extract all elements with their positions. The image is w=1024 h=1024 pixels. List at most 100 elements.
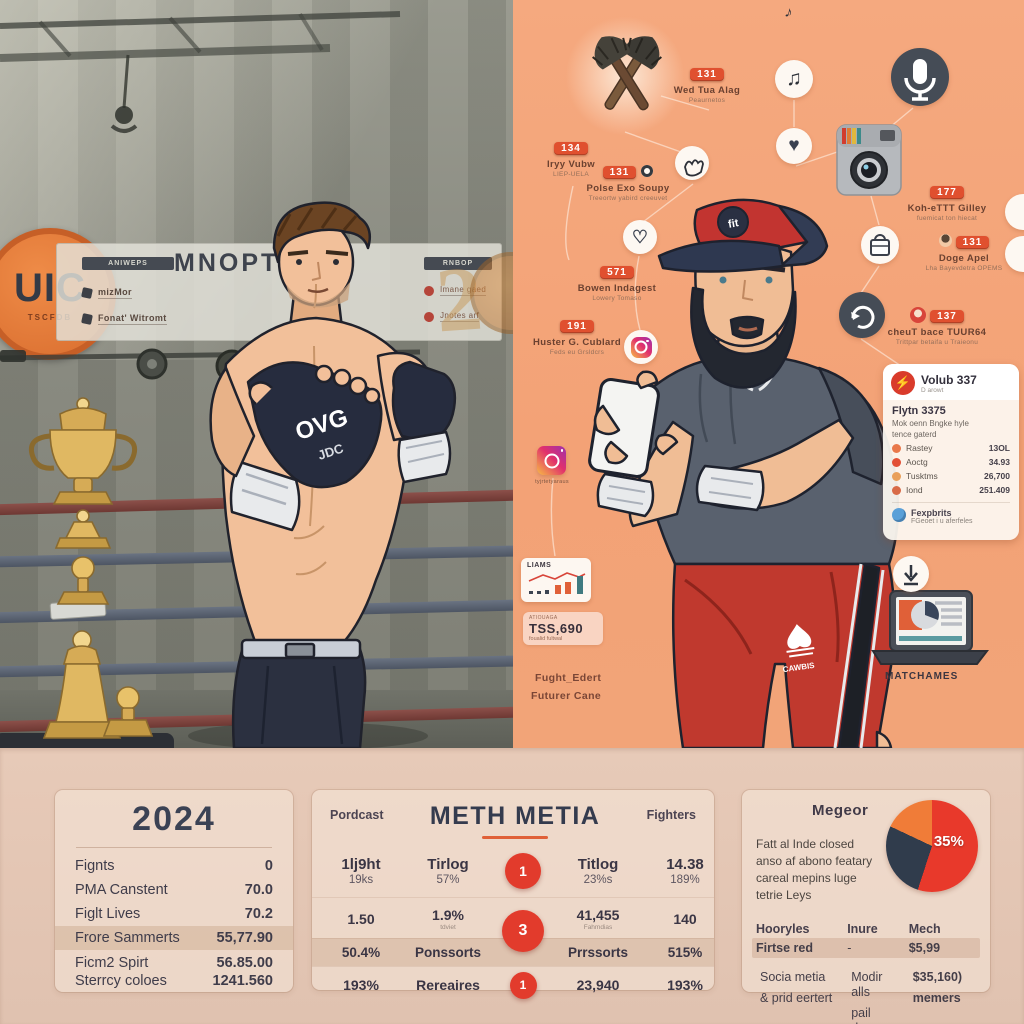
stat-label: cheuT bace TUUR64: [887, 327, 987, 338]
mini-avatar-icon: [641, 164, 654, 177]
cell-value: 193%: [343, 977, 379, 993]
count-badge: 571: [600, 266, 634, 279]
ceiling-beams: [0, 11, 401, 133]
column-header: Mech: [908, 922, 941, 936]
poster-chip-right: RNBOP: [424, 257, 492, 270]
row-value: 70.2: [244, 906, 273, 922]
heart-glyph: ♥: [788, 135, 800, 156]
stat-row-label: Iond: [906, 485, 923, 495]
cell-value: 41,455: [576, 907, 620, 923]
profile-stat-row: Iond 251.409: [892, 485, 1010, 495]
count-badge: 137: [930, 310, 964, 323]
cell-value: 515%: [667, 945, 703, 960]
row-value: 56.85.00: [216, 955, 273, 971]
cell-value: $5,99: [908, 941, 941, 955]
row-label: Figlt Lives: [75, 906, 141, 922]
paragraph-line: careal mepins luge: [756, 871, 857, 886]
count-badge: 131: [955, 236, 990, 249]
cell-subvalue: 57%: [436, 874, 460, 886]
paragraph-line: tetrie Leys: [756, 888, 812, 903]
profile-card-icon: ⚡: [891, 371, 915, 395]
count-badge: 134: [554, 142, 588, 155]
profile-card-body: Mok oenn Bngke hyle: [892, 419, 969, 428]
crossed-axes-icon: [592, 36, 662, 111]
poster-item-label: Jnotes arf: [440, 311, 480, 322]
footer-subtitle: FGeoet i u aferfeles: [911, 518, 973, 525]
comparison-row: 1lj9ht 19ks Tirlog 57% 1 Titlog 23%s 14.38 1…: [312, 845, 714, 897]
poster-chip-left: ANIWEPS: [82, 257, 174, 270]
column-header: Hooryles: [756, 922, 810, 936]
laptop-illustration: [871, 590, 989, 665]
edge-icon: [1005, 236, 1024, 272]
row-label: Ficm2 Spirt: [75, 955, 149, 971]
comparison-row: 1.50 1.9% tdviet 3 41,455 Fahmdias 140: [312, 897, 714, 952]
stat-label: Polse Exo Soupy: [586, 183, 670, 194]
cell-value: Titlog: [577, 856, 619, 873]
profile-card-title: Volub 337: [921, 372, 977, 387]
microphone-icon: [891, 48, 949, 106]
stat-row-value: 13OL: [988, 443, 1010, 453]
stat-row-label: Aoctg: [906, 457, 928, 467]
count-badge: 131: [602, 166, 637, 179]
instagram-icon: [624, 330, 658, 364]
hand-icon: [675, 146, 709, 180]
header-left: Pordcast: [330, 808, 384, 822]
stat-sublabel: Trittpar betaifa u Traieonu: [895, 339, 979, 346]
pie-label: 35%: [933, 833, 964, 851]
stat-row: Figlt Lives 70.2: [55, 902, 293, 926]
poster-item-label: Imane gaed: [440, 285, 487, 296]
heart-outline-icon: ♡: [623, 220, 657, 254]
caption-line: Fught_Edert: [535, 672, 602, 684]
edge-icon: [1005, 194, 1024, 230]
trophies: [28, 397, 154, 739]
paragraph-line: anso af abono featary: [756, 854, 873, 869]
cell-value: Tirlog: [427, 856, 469, 873]
row-label: Sterrcy coloes: [75, 973, 167, 990]
profile-card-subtitle: D arowt: [921, 386, 944, 394]
mini-chart-card: LIAMS: [521, 558, 591, 602]
divider: [76, 847, 272, 848]
stat-sublabel: fuemicat ton hiecat: [916, 215, 978, 222]
tiktok-icon: ♫: [775, 60, 813, 98]
instagram-logo: [630, 336, 652, 358]
cell-subvalue: tdviet: [440, 924, 456, 931]
row-value: 70.0: [244, 882, 273, 898]
cell-subvalue: Fahmdias: [583, 924, 613, 931]
stat-row: Ficm2 Spirt Sterrcy coloes 56.85.00 1241…: [55, 950, 293, 994]
cell-value: 14.38: [666, 856, 704, 873]
laptop-label: MATCHAMES: [885, 671, 959, 682]
connector-lines: [550, 95, 914, 557]
stat-label: Doge Apel: [938, 253, 990, 264]
cell-value: 50.4%: [341, 945, 381, 960]
stat-row-value: 26,700: [984, 471, 1010, 481]
social-stat-group: 191 Huster G. Cublard Feds eu Grsldcrs: [515, 316, 639, 356]
cell-line: pail dags: [851, 1006, 878, 1024]
row-value: 0: [264, 858, 273, 874]
poster-item-label: mizMor: [98, 287, 132, 299]
stat-label: Huster G. Cublard: [532, 337, 622, 348]
round-number-badge: 1: [505, 853, 541, 889]
year-stats-card: 2024 Fignts 0 PMA Canstent 70.0 Figlt Li…: [55, 790, 293, 992]
mini-chart-title: LIAMS: [527, 562, 552, 569]
heart-icon: ♥: [776, 128, 812, 164]
caption-line: Futurer Cane: [531, 690, 602, 702]
stat-sublabel: Peaurnetos: [688, 97, 726, 104]
cell-value: 1.50: [347, 911, 375, 927]
tiktok-note-glyph: ♫: [786, 67, 802, 90]
round-number-badge: 1: [509, 971, 537, 999]
cell-value: -: [847, 941, 852, 955]
cell-value: Ponssorts: [414, 945, 482, 960]
social-stat-group: 177 Koh-eTTT Gilley fuemicat ton hiecat: [885, 182, 1009, 222]
footer-title: Fexpbrits: [911, 508, 952, 518]
poster-item-icon: [81, 287, 93, 299]
poster-list-item: Imane gaed: [423, 284, 487, 297]
table-title: METH METIA: [429, 802, 601, 830]
title-underline: [482, 836, 549, 839]
year-title: 2024: [132, 800, 216, 838]
stats-panel: 2024 Fignts 0 PMA Canstent 70.0 Figlt Li…: [0, 748, 1024, 1024]
stat-dot-icon: [892, 443, 901, 453]
summary-table: Hooryles Inure Mech Firtse red - $5,99 S…: [752, 920, 980, 1024]
cell-value: Firtse red: [756, 941, 813, 955]
heart-outline-glyph: ♡: [631, 226, 649, 247]
refresh-icon: [839, 292, 885, 338]
